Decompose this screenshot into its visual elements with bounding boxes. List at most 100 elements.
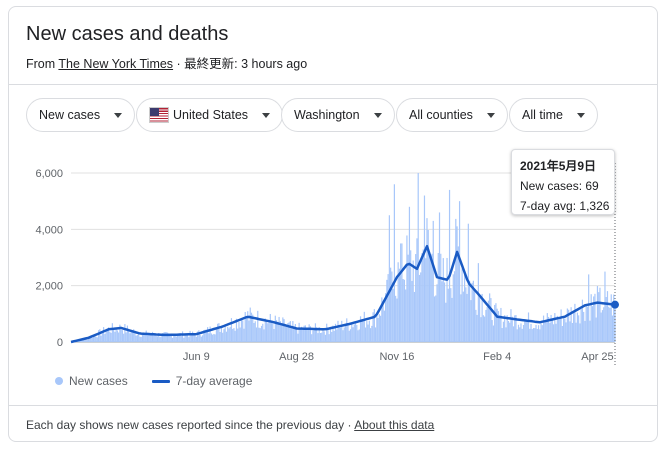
new-cases-bar bbox=[120, 329, 122, 342]
new-cases-bar bbox=[242, 320, 244, 342]
new-cases-bar bbox=[86, 339, 88, 342]
new-cases-bar bbox=[156, 336, 159, 342]
new-cases-bar bbox=[99, 329, 101, 342]
new-cases-bar bbox=[354, 322, 357, 342]
new-cases-bar bbox=[536, 328, 538, 342]
new-cases-bar bbox=[185, 333, 187, 342]
new-cases-bar bbox=[436, 284, 438, 342]
legend-average: 7-day average bbox=[175, 374, 253, 388]
new-cases-bar bbox=[376, 313, 378, 342]
new-cases-bar bbox=[412, 260, 414, 342]
new-cases-bar bbox=[539, 329, 541, 342]
new-cases-bar bbox=[174, 335, 176, 342]
new-cases-bar bbox=[566, 308, 568, 342]
new-cases-bar bbox=[509, 322, 511, 342]
new-cases-bar bbox=[131, 332, 134, 342]
chevron-down-icon bbox=[486, 112, 495, 118]
new-cases-bar bbox=[606, 291, 609, 342]
new-cases-bar bbox=[368, 320, 370, 342]
new-cases-bar bbox=[203, 330, 205, 342]
new-cases-bar bbox=[561, 325, 563, 342]
new-cases-bar bbox=[479, 297, 481, 342]
region-dropdown[interactable]: Washington bbox=[281, 98, 395, 132]
new-cases-bar bbox=[367, 324, 369, 342]
new-cases-bar bbox=[514, 315, 516, 342]
chart-average-line-layer bbox=[70, 244, 616, 344]
new-cases-bar bbox=[458, 201, 461, 342]
new-cases-bar bbox=[392, 288, 394, 342]
new-cases-bar bbox=[596, 286, 599, 342]
new-cases-bar bbox=[386, 279, 388, 342]
new-cases-bar bbox=[238, 322, 240, 342]
new-cases-bar bbox=[87, 337, 90, 342]
new-cases-bar bbox=[554, 313, 556, 342]
chevron-down-icon bbox=[114, 112, 123, 118]
new-cases-bar bbox=[599, 287, 601, 342]
new-cases-bar bbox=[595, 317, 597, 342]
hover-point bbox=[611, 300, 619, 309]
new-cases-bar bbox=[121, 330, 123, 342]
new-cases-bar bbox=[432, 220, 434, 342]
new-cases-bar bbox=[95, 336, 97, 342]
new-cases-bar bbox=[609, 308, 611, 342]
legend-new-cases: New cases bbox=[69, 374, 128, 388]
new-cases-bar bbox=[149, 334, 151, 342]
new-cases-bar bbox=[556, 315, 558, 342]
new-cases-bar bbox=[199, 334, 201, 342]
new-cases-bar bbox=[431, 253, 433, 342]
new-cases-bar bbox=[445, 302, 447, 342]
new-cases-bar bbox=[611, 315, 614, 342]
new-cases-bar bbox=[374, 327, 377, 342]
new-cases-bar bbox=[240, 319, 243, 342]
new-cases-bar bbox=[549, 322, 551, 342]
new-cases-bar bbox=[443, 282, 446, 342]
new-cases-bar bbox=[440, 253, 442, 342]
new-cases-bar bbox=[318, 327, 320, 342]
new-cases-legend-dot bbox=[55, 377, 63, 385]
metric-dropdown[interactable]: New cases bbox=[26, 98, 136, 132]
new-cases-bar bbox=[118, 332, 120, 342]
new-cases-bar bbox=[270, 321, 273, 342]
new-cases-bar bbox=[214, 334, 216, 342]
new-cases-bar bbox=[353, 324, 355, 342]
new-cases-bar bbox=[111, 323, 113, 342]
new-cases-bar bbox=[304, 325, 306, 342]
new-cases-bar bbox=[550, 314, 552, 342]
new-cases-bar bbox=[258, 327, 260, 342]
new-cases-bar bbox=[96, 337, 98, 342]
new-cases-bar bbox=[191, 331, 194, 342]
country-dropdown[interactable]: United States bbox=[136, 98, 284, 132]
new-cases-bar bbox=[125, 332, 127, 342]
source-link[interactable]: The New York Times bbox=[58, 57, 174, 71]
new-cases-bar bbox=[570, 307, 572, 342]
time-range-dropdown[interactable]: All time bbox=[509, 98, 598, 132]
new-cases-bar bbox=[428, 251, 431, 342]
new-cases-bar bbox=[301, 326, 303, 342]
about-data-link[interactable]: About this data bbox=[354, 418, 435, 432]
new-cases-bar bbox=[403, 279, 406, 342]
new-cases-bar bbox=[146, 335, 149, 342]
new-cases-bar bbox=[410, 250, 412, 342]
new-cases-bar bbox=[218, 323, 220, 342]
new-cases-bar bbox=[195, 336, 197, 342]
new-cases-bar bbox=[124, 324, 126, 342]
new-cases-bar bbox=[516, 329, 518, 342]
new-cases-bar bbox=[309, 326, 312, 342]
new-cases-bar bbox=[433, 296, 436, 342]
new-cases-bar bbox=[559, 318, 561, 342]
new-cases-bar bbox=[406, 235, 408, 342]
counties-label: All counties bbox=[409, 108, 473, 122]
new-cases-bar bbox=[334, 323, 337, 342]
new-cases-bar bbox=[422, 249, 424, 342]
counties-dropdown[interactable]: All counties bbox=[396, 98, 508, 132]
new-cases-bar bbox=[371, 325, 373, 342]
new-cases-bar bbox=[176, 335, 179, 342]
new-cases-bar bbox=[580, 309, 582, 342]
new-cases-bar bbox=[165, 332, 167, 342]
new-cases-bar bbox=[169, 333, 171, 342]
new-cases-bar bbox=[298, 322, 300, 342]
new-cases-bar bbox=[100, 335, 102, 342]
new-cases-bar bbox=[323, 331, 325, 342]
new-cases-bar bbox=[324, 334, 327, 342]
new-cases-bar bbox=[402, 279, 404, 342]
